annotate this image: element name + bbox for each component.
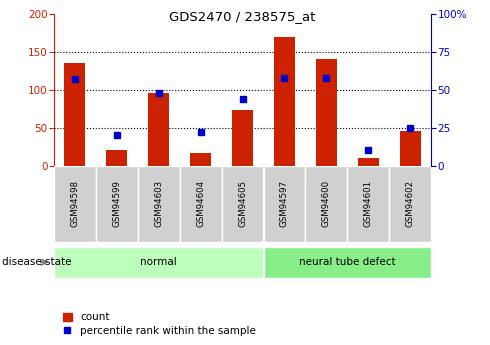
Text: GSM94604: GSM94604	[196, 180, 205, 227]
Bar	[106, 150, 127, 166]
Bar	[347, 166, 389, 242]
Text: GSM94601: GSM94601	[364, 180, 373, 227]
Text: GDS2470 / 238575_at: GDS2470 / 238575_at	[170, 10, 316, 23]
Bar	[54, 247, 264, 278]
Legend: count, percentile rank within the sample: count, percentile rank within the sample	[59, 308, 260, 340]
Text: GSM94599: GSM94599	[112, 180, 122, 227]
Text: GSM94605: GSM94605	[238, 180, 247, 227]
Text: GSM94603: GSM94603	[154, 180, 163, 227]
Bar	[264, 166, 305, 242]
Bar	[190, 153, 211, 166]
Bar	[264, 247, 431, 278]
Text: GSM94600: GSM94600	[322, 180, 331, 227]
Text: GSM94602: GSM94602	[406, 180, 415, 227]
Bar	[54, 166, 96, 242]
Text: GSM94598: GSM94598	[71, 180, 79, 227]
Bar	[96, 166, 138, 242]
Bar	[221, 166, 264, 242]
Bar	[180, 166, 221, 242]
Bar	[390, 166, 431, 242]
Text: neural tube defect: neural tube defect	[299, 257, 395, 267]
Bar	[305, 166, 347, 242]
Text: GSM94597: GSM94597	[280, 180, 289, 227]
Text: disease state: disease state	[2, 257, 72, 267]
Bar	[64, 63, 85, 166]
Bar	[274, 37, 295, 166]
Text: normal: normal	[140, 257, 177, 267]
Bar	[148, 93, 169, 166]
Bar	[400, 131, 421, 166]
Bar	[232, 110, 253, 166]
Bar	[358, 158, 379, 166]
Bar	[316, 59, 337, 166]
Bar	[138, 166, 180, 242]
